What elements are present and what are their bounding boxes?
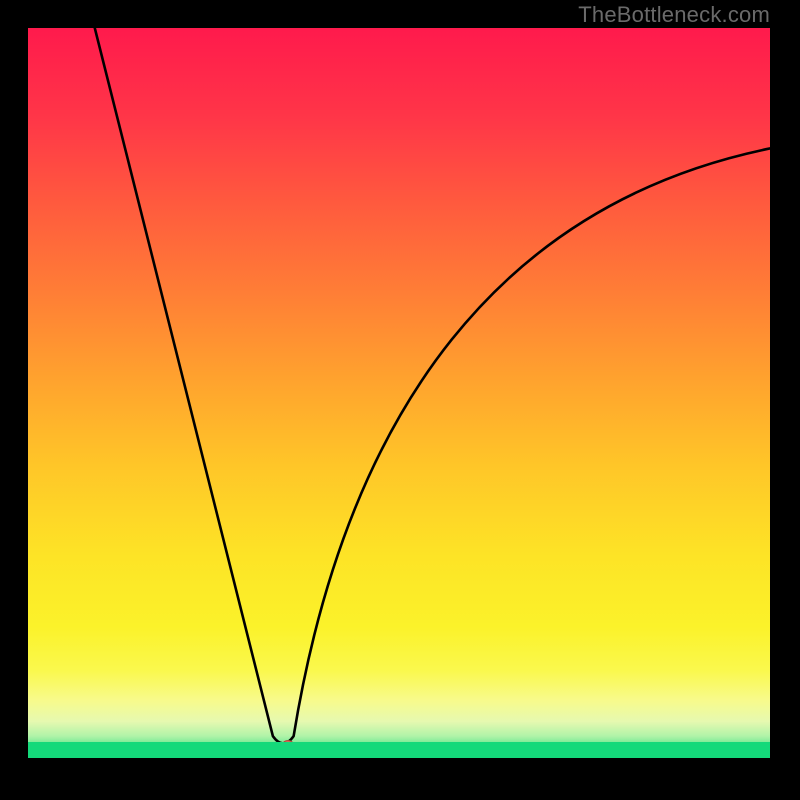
chart-curve-svg	[28, 28, 770, 758]
chart-curve-path	[95, 28, 770, 743]
watermark-text: TheBottleneck.com	[578, 2, 770, 28]
chart-plot-area	[28, 28, 770, 758]
chart-footer-green-band	[28, 742, 770, 758]
